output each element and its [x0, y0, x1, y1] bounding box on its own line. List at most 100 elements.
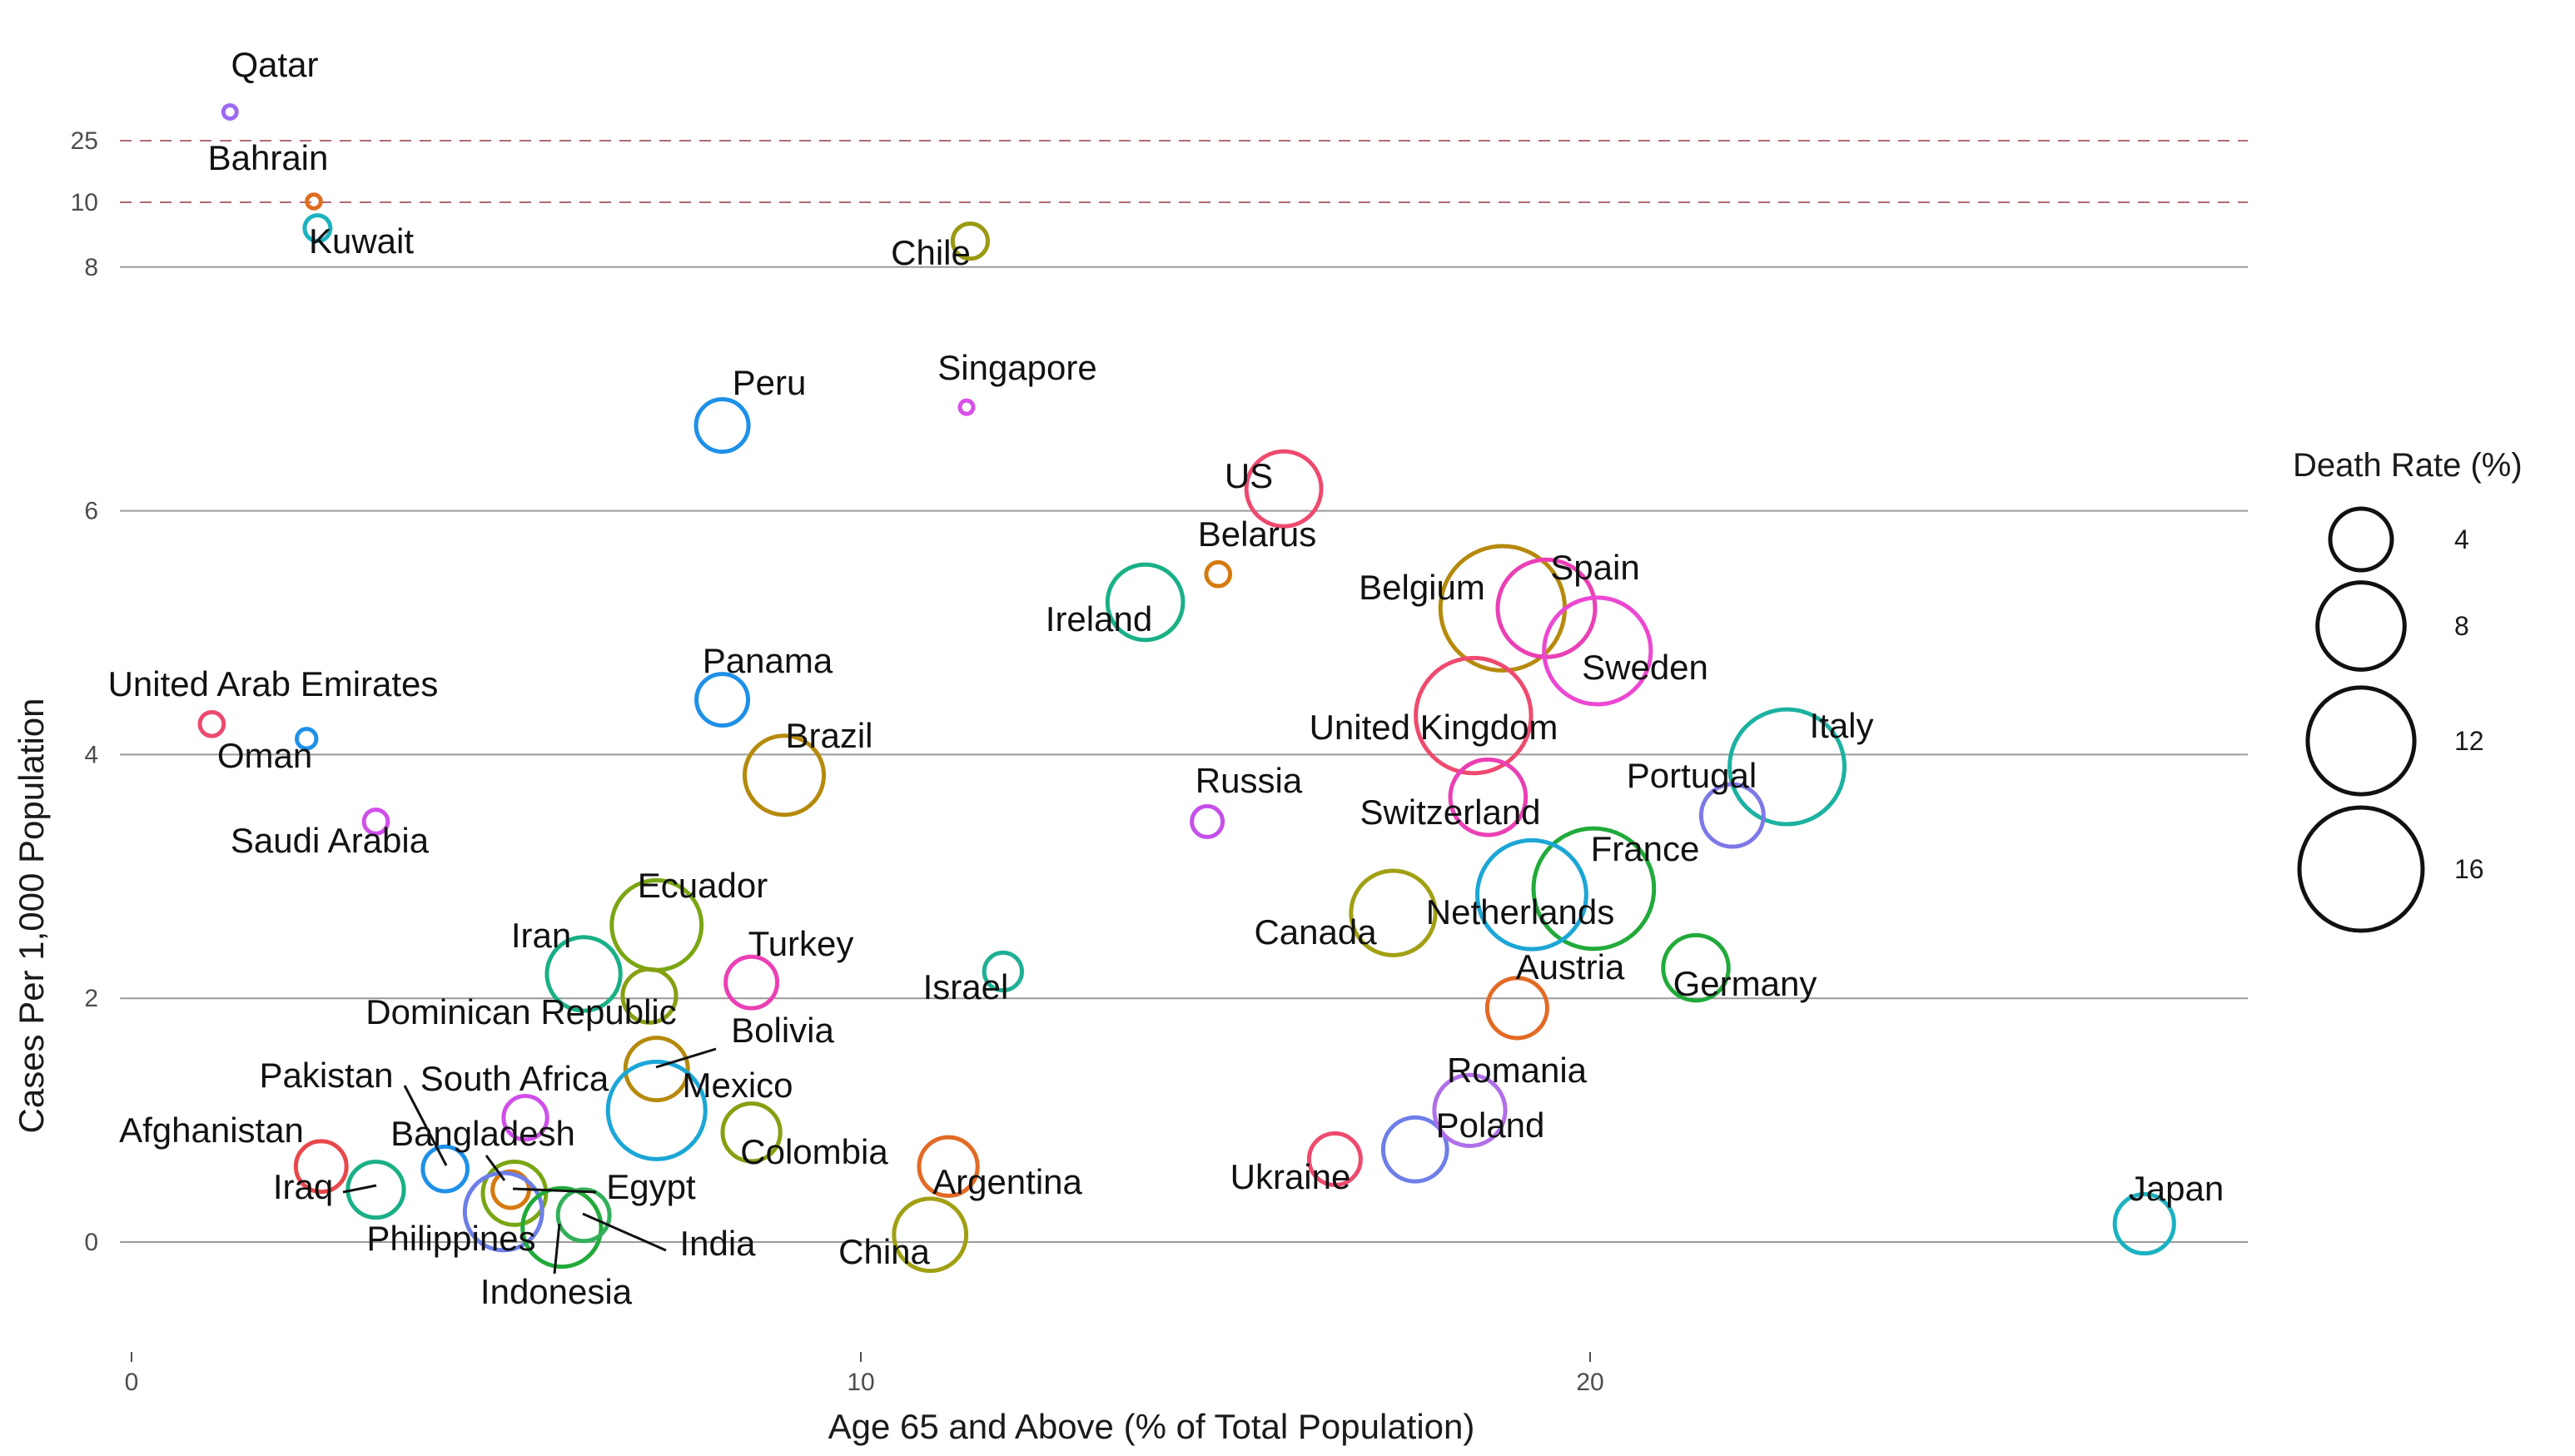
label-sweden: Sweden — [1582, 648, 1708, 687]
label-chile: Chile — [891, 233, 971, 272]
leader-line-india — [582, 1212, 667, 1252]
point-brazil — [742, 733, 827, 817]
point-turkey — [723, 954, 780, 1011]
label-indonesia: Indonesia — [480, 1272, 633, 1311]
label-switzerland: Switzerland — [1360, 793, 1540, 832]
point-kuwait — [302, 213, 333, 244]
legend-size-4 — [2328, 506, 2394, 573]
label-spain: Spain — [1550, 548, 1639, 587]
label-oman: Oman — [217, 736, 312, 775]
label-pakistan: Pakistan — [259, 1056, 393, 1095]
label-belgium: Belgium — [1359, 568, 1485, 607]
point-germany — [1661, 932, 1731, 1003]
label-argentina: Argentina — [932, 1162, 1082, 1201]
leader-line-indonesia — [553, 1223, 561, 1275]
leader-line-pakistan — [403, 1085, 448, 1166]
label-austria: Austria — [1516, 947, 1625, 986]
label-saudi-arabia: Saudi Arabia — [231, 821, 430, 860]
point-ireland — [1105, 562, 1186, 643]
legend-label-12: 12 — [2454, 726, 2484, 756]
data-points — [197, 102, 2176, 1274]
label-colombia: Colombia — [740, 1132, 888, 1171]
leader-line-bangladesh — [485, 1155, 506, 1181]
point-israel — [982, 950, 1024, 993]
point-iraq — [345, 1159, 406, 1220]
label-france: France — [1591, 829, 1700, 868]
label-brazil: Brazil — [785, 716, 872, 755]
point-poland — [1380, 1115, 1449, 1184]
y-tick-label: 6 — [84, 498, 98, 525]
point-switzerland — [1448, 757, 1529, 837]
point-indonesia — [520, 1185, 604, 1270]
leader-line-iraq — [342, 1184, 377, 1194]
point-india — [555, 1187, 612, 1244]
legend-title: Death Rate (%) — [2293, 447, 2523, 484]
x-tick-label: 20 — [1576, 1369, 1603, 1396]
x-axis-title: Age 65 and Above (% of Total Population) — [828, 1407, 1475, 1446]
point-mexico — [605, 1059, 708, 1161]
label-netherlands: Netherlands — [1426, 892, 1614, 932]
x-tick-label: 0 — [125, 1369, 139, 1396]
point-chile — [950, 221, 990, 261]
point-us — [1244, 449, 1324, 529]
leader-line-bolivia — [655, 1047, 717, 1069]
y-tick-label: 10 — [71, 189, 98, 216]
label-italy: Italy — [1809, 706, 1873, 745]
point-south-africa — [501, 1094, 549, 1142]
point-romania — [1432, 1072, 1508, 1148]
label-iran: Iran — [511, 916, 571, 955]
point-japan — [2112, 1191, 2176, 1256]
label-ecuador: Ecuador — [638, 866, 768, 905]
point-austria — [1484, 976, 1549, 1041]
label-mexico: Mexico — [682, 1066, 793, 1105]
label-philippines: Philippines — [366, 1219, 535, 1258]
point-labels: Qatar Bahrain Kuwait Chile Singapore Peru US Be… — [108, 45, 2225, 1311]
point-netherlands — [1475, 837, 1588, 952]
label-germany: Germany — [1673, 964, 1817, 1003]
point-peru — [693, 397, 751, 455]
label-united-kingdom: United Kingdom — [1310, 708, 1558, 747]
legend: Death Rate (%) 4 8 12 16 — [2293, 447, 2523, 933]
point-russia — [1190, 803, 1225, 839]
label-japan: Japan — [2129, 1169, 2224, 1208]
point-ukraine — [1306, 1131, 1363, 1187]
label-bahrain: Bahrain — [208, 138, 329, 177]
label-egypt: Egypt — [606, 1167, 696, 1206]
label-afghanistan: Afghanistan — [119, 1111, 304, 1150]
y-tick-label: 4 — [84, 741, 98, 768]
label-china: China — [838, 1232, 930, 1271]
label-singapore: Singapore — [937, 348, 1096, 387]
label-united-arab-emirates: United Arab Emirates — [108, 664, 439, 703]
label-qatar: Qatar — [231, 45, 318, 84]
label-panama: Panama — [703, 641, 833, 680]
point-panama — [694, 672, 751, 728]
point-united-arab-emirates — [197, 709, 226, 738]
y-tick-label: 25 — [71, 127, 98, 155]
label-ireland: Ireland — [1046, 599, 1152, 639]
y-tick-label: 8 — [84, 254, 98, 281]
point-philippines — [462, 1170, 544, 1253]
label-israel: Israel — [923, 967, 1009, 1006]
legend-label-4: 4 — [2454, 524, 2469, 554]
point-afghanistan — [293, 1139, 349, 1195]
label-us: US — [1225, 456, 1273, 495]
y-tick-label: 0 — [84, 1229, 98, 1256]
label-canada: Canada — [1254, 912, 1377, 952]
point-sweden — [1542, 595, 1653, 707]
point-italy — [1727, 707, 1847, 827]
label-kuwait: Kuwait — [309, 221, 414, 261]
point-qatar — [221, 102, 239, 121]
point-argentina — [917, 1135, 980, 1198]
legend-size-12 — [2305, 685, 2417, 797]
point-pakistan — [420, 1144, 470, 1194]
legend-label-16: 16 — [2454, 854, 2484, 884]
leader-line-egypt — [512, 1187, 597, 1194]
legend-size-8 — [2315, 580, 2407, 672]
point-bahrain — [305, 192, 323, 211]
label-bolivia: Bolivia — [731, 1011, 834, 1050]
point-united-kingdom — [1414, 655, 1534, 776]
point-oman — [295, 727, 319, 751]
label-bangladesh: Bangladesh — [390, 1114, 575, 1153]
label-portugal: Portugal — [1627, 756, 1757, 795]
